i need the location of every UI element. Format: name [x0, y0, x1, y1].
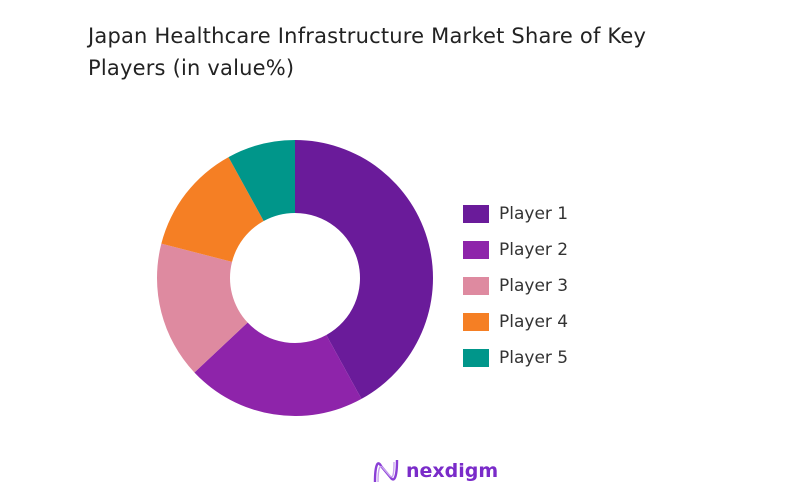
legend-swatch — [463, 205, 489, 223]
legend-item: Player 5 — [463, 340, 568, 376]
chart-title: Japan Healthcare Infrastructure Market S… — [88, 24, 647, 80]
slice-player-4 — [161, 157, 264, 262]
legend-label: Player 5 — [499, 348, 569, 368]
slice-player-2 — [194, 322, 362, 417]
legend-label: Player 1 — [499, 204, 569, 224]
legend-label: Player 4 — [499, 312, 569, 332]
nexdigm-logo-icon — [373, 459, 399, 483]
slice-player-5 — [228, 140, 295, 222]
legend-swatch — [463, 241, 489, 259]
legend-item: Player 1 — [463, 196, 568, 232]
legend-item: Player 2 — [463, 232, 568, 268]
legend-swatch — [463, 313, 489, 331]
legend-label: Player 3 — [499, 276, 569, 296]
legend-swatch — [463, 277, 489, 295]
slice-player-3 — [157, 243, 248, 373]
slice-player-1 — [295, 140, 433, 399]
legend: Player 1 Player 2 Player 3 Player 4 Player 5 — [463, 196, 568, 376]
nexdigm-logo: nexdigm — [372, 458, 498, 484]
legend-item: Player 3 — [463, 268, 568, 304]
legend-item: Player 4 — [463, 304, 568, 340]
legend-label: Player 2 — [499, 240, 569, 260]
logo-text: nexdigm — [406, 460, 499, 482]
legend-swatch — [463, 349, 489, 367]
